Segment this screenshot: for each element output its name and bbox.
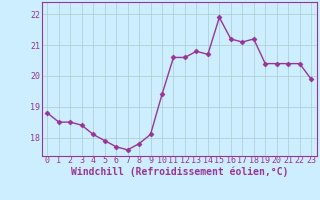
- X-axis label: Windchill (Refroidissement éolien,°C): Windchill (Refroidissement éolien,°C): [70, 166, 288, 177]
